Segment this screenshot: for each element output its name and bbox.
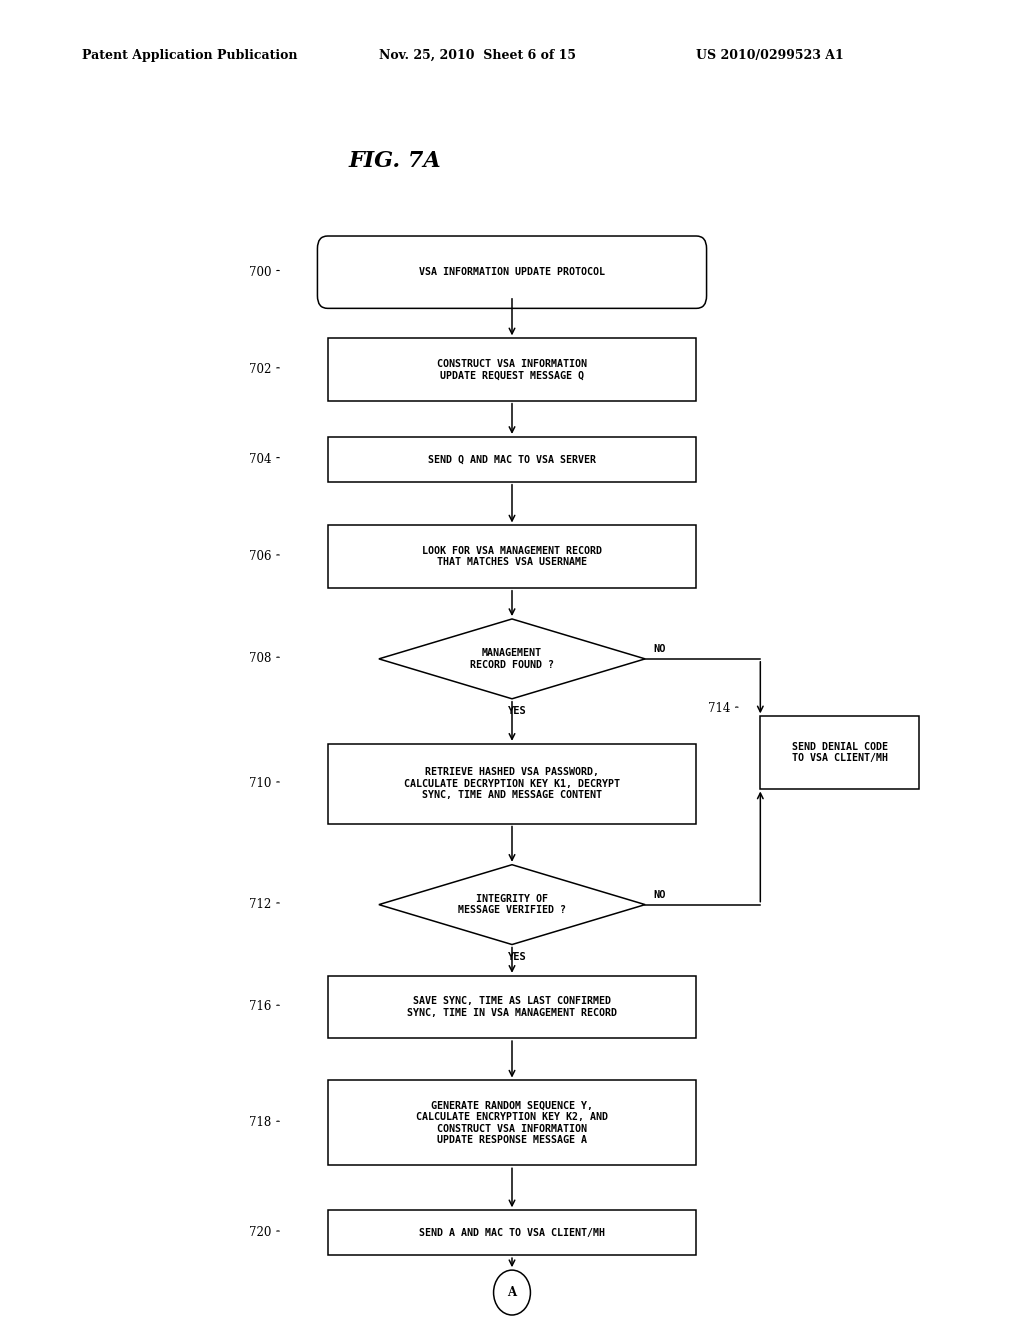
- Text: NO: NO: [653, 644, 666, 653]
- Text: 706: 706: [249, 550, 271, 564]
- Bar: [760, 717, 920, 788]
- Text: MANAGEMENT
RECORD FOUND ?: MANAGEMENT RECORD FOUND ?: [470, 648, 554, 669]
- Text: FIG. 7A: FIG. 7A: [348, 150, 440, 173]
- Text: CONSTRUCT VSA INFORMATION
UPDATE REQUEST MESSAGE Q: CONSTRUCT VSA INFORMATION UPDATE REQUEST…: [437, 359, 587, 380]
- Text: US 2010/0299523 A1: US 2010/0299523 A1: [696, 49, 844, 62]
- Text: SEND Q AND MAC TO VSA SERVER: SEND Q AND MAC TO VSA SERVER: [428, 454, 596, 465]
- Text: 704: 704: [249, 453, 271, 466]
- Bar: [328, 975, 696, 1038]
- Text: 714: 714: [708, 702, 730, 715]
- FancyBboxPatch shape: [317, 236, 707, 309]
- Text: GENERATE RANDOM SEQUENCE Y,
CALCULATE ENCRYPTION KEY K2, AND
CONSTRUCT VSA INFOR: GENERATE RANDOM SEQUENCE Y, CALCULATE EN…: [416, 1101, 608, 1146]
- Polygon shape: [379, 619, 645, 698]
- Text: YES: YES: [508, 952, 526, 962]
- Text: 708: 708: [249, 652, 271, 665]
- Text: SEND A AND MAC TO VSA CLIENT/MH: SEND A AND MAC TO VSA CLIENT/MH: [419, 1228, 605, 1238]
- Text: 712: 712: [249, 898, 271, 911]
- Text: A: A: [508, 1286, 516, 1299]
- Text: LOOK FOR VSA MANAGEMENT RECORD
THAT MATCHES VSA USERNAME: LOOK FOR VSA MANAGEMENT RECORD THAT MATC…: [422, 545, 602, 568]
- Bar: [328, 1081, 696, 1166]
- Text: 718: 718: [249, 1117, 271, 1130]
- Polygon shape: [379, 865, 645, 945]
- Text: INTEGRITY OF
MESSAGE VERIFIED ?: INTEGRITY OF MESSAGE VERIFIED ?: [458, 894, 566, 915]
- Text: 720: 720: [249, 1226, 271, 1239]
- Bar: [328, 1210, 696, 1255]
- Text: SAVE SYNC, TIME AS LAST CONFIRMED
SYNC, TIME IN VSA MANAGEMENT RECORD: SAVE SYNC, TIME AS LAST CONFIRMED SYNC, …: [407, 997, 617, 1018]
- Text: NO: NO: [653, 890, 666, 900]
- Bar: [328, 338, 696, 401]
- Bar: [328, 437, 696, 482]
- Bar: [328, 743, 696, 824]
- Text: RETRIEVE HASHED VSA PASSWORD,
CALCULATE DECRYPTION KEY K1, DECRYPT
SYNC, TIME AN: RETRIEVE HASHED VSA PASSWORD, CALCULATE …: [404, 767, 620, 800]
- Text: Patent Application Publication: Patent Application Publication: [82, 49, 297, 62]
- Text: YES: YES: [508, 706, 526, 717]
- Text: VSA INFORMATION UPDATE PROTOCOL: VSA INFORMATION UPDATE PROTOCOL: [419, 267, 605, 277]
- Bar: [328, 525, 696, 587]
- Text: SEND DENIAL CODE
TO VSA CLIENT/MH: SEND DENIAL CODE TO VSA CLIENT/MH: [792, 742, 888, 763]
- Text: Nov. 25, 2010  Sheet 6 of 15: Nov. 25, 2010 Sheet 6 of 15: [379, 49, 575, 62]
- Text: 700: 700: [249, 265, 271, 279]
- Text: 702: 702: [249, 363, 271, 376]
- Text: 710: 710: [249, 777, 271, 791]
- Text: 716: 716: [249, 1001, 271, 1014]
